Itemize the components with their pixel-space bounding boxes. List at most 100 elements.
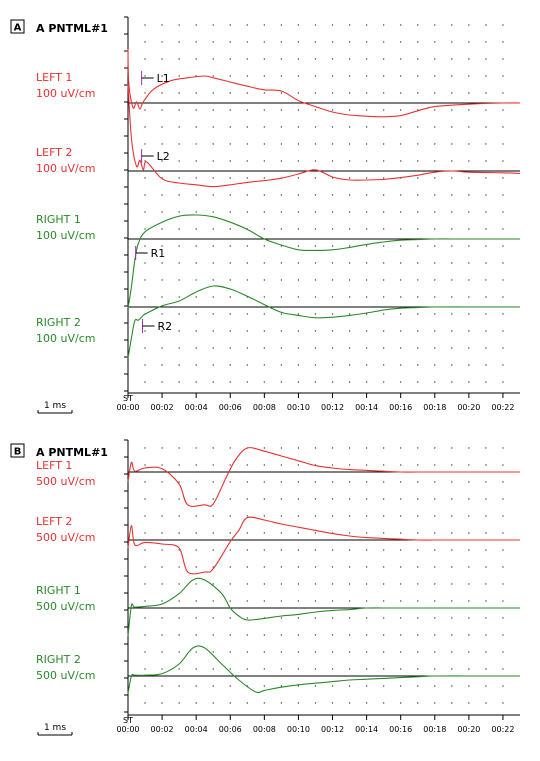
grid-dot — [399, 532, 402, 534]
grid-dot — [314, 194, 317, 196]
grid-dot — [314, 702, 317, 704]
grid-dot — [485, 58, 487, 60]
grid-dot — [280, 702, 283, 704]
channel-scale: 100 uV/cm — [36, 332, 95, 345]
grid-dot — [417, 532, 419, 534]
grid-dot — [434, 160, 436, 162]
grid-dot — [382, 194, 385, 196]
dotted-grid — [144, 24, 504, 383]
grid-dot — [229, 160, 231, 162]
grid-dot — [178, 549, 180, 551]
grid-dot — [502, 549, 504, 551]
grid-dot — [144, 296, 146, 298]
grid-dot — [382, 177, 385, 179]
grid-dot — [451, 347, 453, 349]
grid-dot — [263, 532, 266, 534]
grid-dot — [314, 532, 317, 534]
grid-dot — [178, 515, 180, 517]
grid-dot — [417, 566, 419, 568]
grid-dot — [246, 600, 249, 602]
grid-dot — [178, 617, 180, 619]
grid-dot — [297, 211, 300, 213]
grid-dot — [434, 583, 436, 585]
grid-dot — [178, 651, 180, 653]
grid-dot — [314, 160, 317, 162]
grid-dot — [331, 685, 334, 687]
grid-dot — [246, 464, 249, 466]
grid-dot — [382, 668, 385, 670]
grid-dot — [451, 296, 453, 298]
grid-dot — [144, 24, 146, 26]
grid-dot — [417, 126, 419, 128]
x-tick-label: 00:06 — [219, 725, 242, 734]
grid-dot — [280, 600, 283, 602]
grid-dot — [468, 160, 470, 162]
grid-dot — [246, 109, 249, 111]
grid-dot — [246, 532, 249, 534]
scale-bar-label: 1 ms — [44, 723, 66, 733]
grid-dot — [331, 447, 334, 449]
grid-dot — [178, 668, 180, 670]
grid-dot — [365, 685, 368, 687]
x-tick-label: 00:06 — [219, 403, 242, 412]
grid-dot — [263, 634, 266, 636]
grid-dot — [246, 515, 249, 517]
grid-dot — [331, 617, 334, 619]
grid-dot — [382, 245, 385, 247]
grid-dot — [246, 498, 249, 500]
grid-dot — [485, 160, 487, 162]
grid-dot — [331, 566, 334, 568]
grid-dot — [195, 364, 197, 366]
grid-dot — [161, 481, 163, 483]
grid-dot — [485, 464, 487, 466]
grid-dot — [365, 126, 368, 128]
grid-dot — [382, 262, 385, 264]
grid-dot — [417, 549, 419, 551]
grid-dot — [263, 566, 266, 568]
grid-dot — [434, 498, 436, 500]
grid-dot — [246, 160, 249, 162]
panel-title: A PNTML#1 — [36, 22, 108, 35]
grid-dot — [451, 177, 453, 179]
grid-dot — [417, 262, 419, 264]
grid-dot — [263, 262, 266, 264]
waveform-right-2 — [127, 285, 520, 359]
grid-dot — [280, 279, 283, 281]
grid-dot — [297, 668, 300, 670]
grid-dot — [399, 566, 402, 568]
grid-dot — [161, 464, 163, 466]
grid-dot — [212, 634, 214, 636]
grid-dot — [434, 464, 436, 466]
grid-dot — [178, 447, 180, 449]
grid-dot — [178, 160, 180, 162]
grid-dot — [485, 24, 487, 26]
grid-dot — [280, 41, 283, 43]
x-tick-label: 00:10 — [287, 725, 310, 734]
grid-dot — [212, 58, 214, 60]
grid-dot — [161, 583, 163, 585]
grid-dot — [246, 364, 249, 366]
grid-dot — [399, 617, 402, 619]
grid-dot — [502, 617, 504, 619]
grid-dot — [434, 58, 436, 60]
grid-dot — [434, 24, 436, 26]
grid-dot — [434, 515, 436, 517]
grid-dot — [144, 245, 146, 247]
grid-dot — [195, 685, 197, 687]
grid-dot — [314, 364, 317, 366]
grid-dot — [485, 279, 487, 281]
grid-dot — [348, 279, 351, 281]
grid-dot — [399, 211, 402, 213]
panel-a: A A PNTML#1 LEFT 1 100 uV/cm LEFT 2 100 uV/cm… — [10, 16, 521, 414]
grid-dot — [314, 685, 317, 687]
grid-dot — [144, 92, 146, 94]
x-tick-label: 00:10 — [287, 403, 310, 412]
grid-dot — [178, 685, 180, 687]
grid-dot — [144, 143, 146, 145]
grid-dot — [161, 160, 163, 162]
grid-dot — [246, 245, 249, 247]
grid-dot — [297, 447, 300, 449]
grid-dot — [485, 549, 487, 551]
grid-dot — [229, 262, 231, 264]
grid-dot — [502, 651, 504, 653]
